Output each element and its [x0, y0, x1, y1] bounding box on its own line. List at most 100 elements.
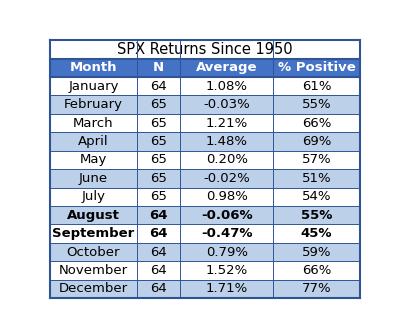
Text: April: April [78, 135, 109, 148]
Text: 65: 65 [150, 172, 167, 185]
Bar [137, 77, 180, 95]
Bar [50, 188, 137, 206]
Bar [50, 95, 137, 114]
Bar [137, 151, 180, 169]
Bar [137, 95, 180, 114]
Text: 54%: 54% [302, 190, 331, 203]
Text: May: May [80, 153, 107, 166]
Bar [180, 280, 273, 298]
Text: 59%: 59% [302, 246, 331, 259]
Bar [273, 224, 360, 243]
Bar [50, 77, 137, 95]
Text: -0.47%: -0.47% [201, 227, 252, 240]
Text: 65: 65 [150, 153, 167, 166]
Text: 1.52%: 1.52% [206, 264, 248, 277]
Bar [50, 280, 137, 298]
Bar [180, 224, 273, 243]
Bar [137, 114, 180, 132]
Bar [180, 169, 273, 188]
Bar [180, 151, 273, 169]
Text: 45%: 45% [301, 227, 332, 240]
Bar [180, 114, 273, 132]
Bar [137, 280, 180, 298]
Bar [50, 114, 137, 132]
Bar [273, 206, 360, 224]
Bar [137, 243, 180, 261]
Text: 65: 65 [150, 98, 167, 111]
Text: -0.06%: -0.06% [201, 209, 252, 222]
Text: 0.20%: 0.20% [206, 153, 248, 166]
Bar [50, 59, 137, 77]
Text: 1.08%: 1.08% [206, 80, 248, 93]
Text: 1.21%: 1.21% [206, 117, 248, 130]
Text: 64: 64 [150, 80, 167, 93]
Bar [273, 261, 360, 280]
Text: 0.79%: 0.79% [206, 246, 248, 259]
Bar [273, 114, 360, 132]
Bar [180, 261, 273, 280]
Bar [50, 261, 137, 280]
Text: 1.71%: 1.71% [206, 282, 248, 295]
Text: July: July [82, 190, 106, 203]
Text: Average: Average [196, 61, 258, 74]
Bar [273, 151, 360, 169]
Bar [273, 243, 360, 261]
Bar [50, 224, 137, 243]
Text: 0.98%: 0.98% [206, 190, 248, 203]
Text: -0.03%: -0.03% [203, 98, 250, 111]
Bar [50, 132, 137, 151]
Text: 55%: 55% [301, 209, 332, 222]
Bar [273, 169, 360, 188]
Bar [137, 261, 180, 280]
Bar [273, 77, 360, 95]
Bar [137, 224, 180, 243]
Text: February: February [64, 98, 123, 111]
Bar [137, 132, 180, 151]
Bar [180, 132, 273, 151]
Bar [137, 169, 180, 188]
Text: 51%: 51% [302, 172, 332, 185]
Text: 64: 64 [150, 264, 167, 277]
Bar [137, 188, 180, 206]
Bar [137, 206, 180, 224]
Text: December: December [59, 282, 128, 295]
Bar [50, 169, 137, 188]
Text: Month: Month [70, 61, 117, 74]
Text: % Positive: % Positive [278, 61, 356, 74]
Bar [273, 132, 360, 151]
Text: March: March [73, 117, 114, 130]
Text: 65: 65 [150, 135, 167, 148]
Text: 55%: 55% [302, 98, 332, 111]
Text: N: N [153, 61, 164, 74]
Text: -0.02%: -0.02% [203, 172, 250, 185]
Text: 65: 65 [150, 190, 167, 203]
Text: 77%: 77% [302, 282, 332, 295]
Bar [50, 151, 137, 169]
Text: 64: 64 [149, 209, 168, 222]
Text: October: October [67, 246, 120, 259]
Text: 66%: 66% [302, 117, 331, 130]
Bar [180, 206, 273, 224]
Text: 69%: 69% [302, 135, 331, 148]
Bar [50, 206, 137, 224]
Bar [180, 243, 273, 261]
Text: 64: 64 [150, 246, 167, 259]
Text: September: September [52, 227, 134, 240]
Bar [273, 59, 360, 77]
Text: November: November [59, 264, 128, 277]
Text: 57%: 57% [302, 153, 332, 166]
Bar [180, 77, 273, 95]
Text: 61%: 61% [302, 80, 331, 93]
Bar [273, 95, 360, 114]
Bar [273, 188, 360, 206]
Text: 66%: 66% [302, 264, 331, 277]
Text: 1.48%: 1.48% [206, 135, 248, 148]
Bar [180, 59, 273, 77]
Bar [180, 188, 273, 206]
Bar [180, 95, 273, 114]
Text: 64: 64 [150, 282, 167, 295]
Text: 65: 65 [150, 117, 167, 130]
Bar [273, 280, 360, 298]
Text: 64: 64 [149, 227, 168, 240]
Text: June: June [79, 172, 108, 185]
